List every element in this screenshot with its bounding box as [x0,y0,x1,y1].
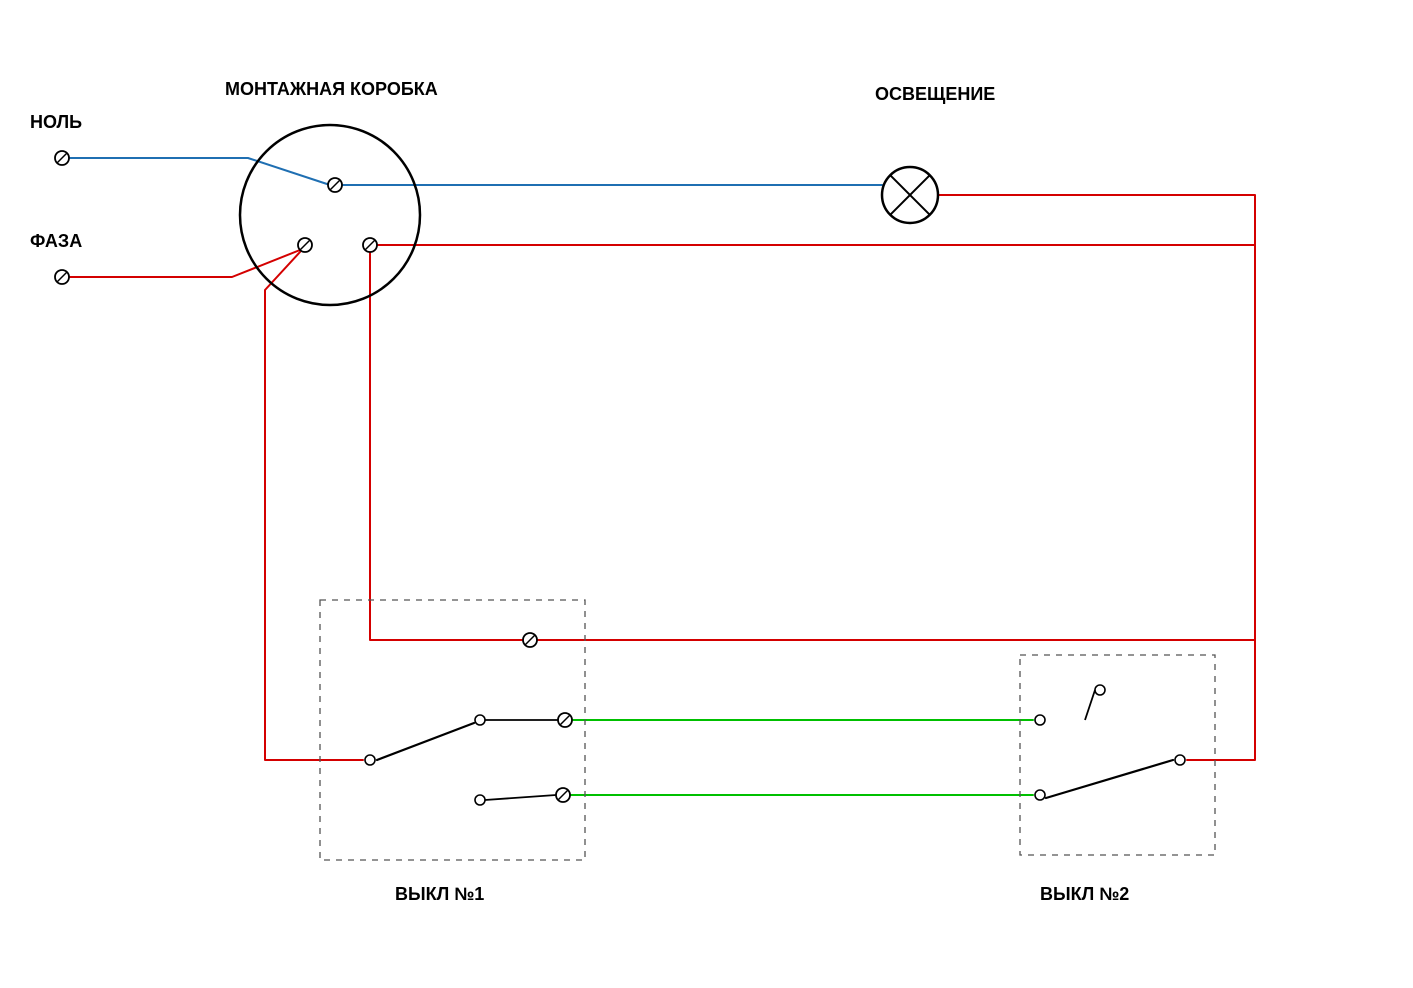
lamp-icon [882,167,938,223]
switch2-label: ВЫКЛ №2 [1040,884,1129,904]
wiring-diagram: МОНТАЖНАЯ КОРОБКА ОСВЕЩЕНИЕ НОЛЬ ФАЗА ВЫКЛ №… [0,0,1413,988]
neutral-label: НОЛЬ [30,112,82,132]
switch-2-box [1020,655,1215,855]
phase-label: ФАЗА [30,231,82,251]
junction_box-label: МОНТАЖНАЯ КОРОБКА [225,79,438,99]
lighting-label: ОСВЕЩЕНИЕ [875,84,995,104]
junction-box [240,125,420,305]
switch1-label: ВЫКЛ №1 [395,884,484,904]
